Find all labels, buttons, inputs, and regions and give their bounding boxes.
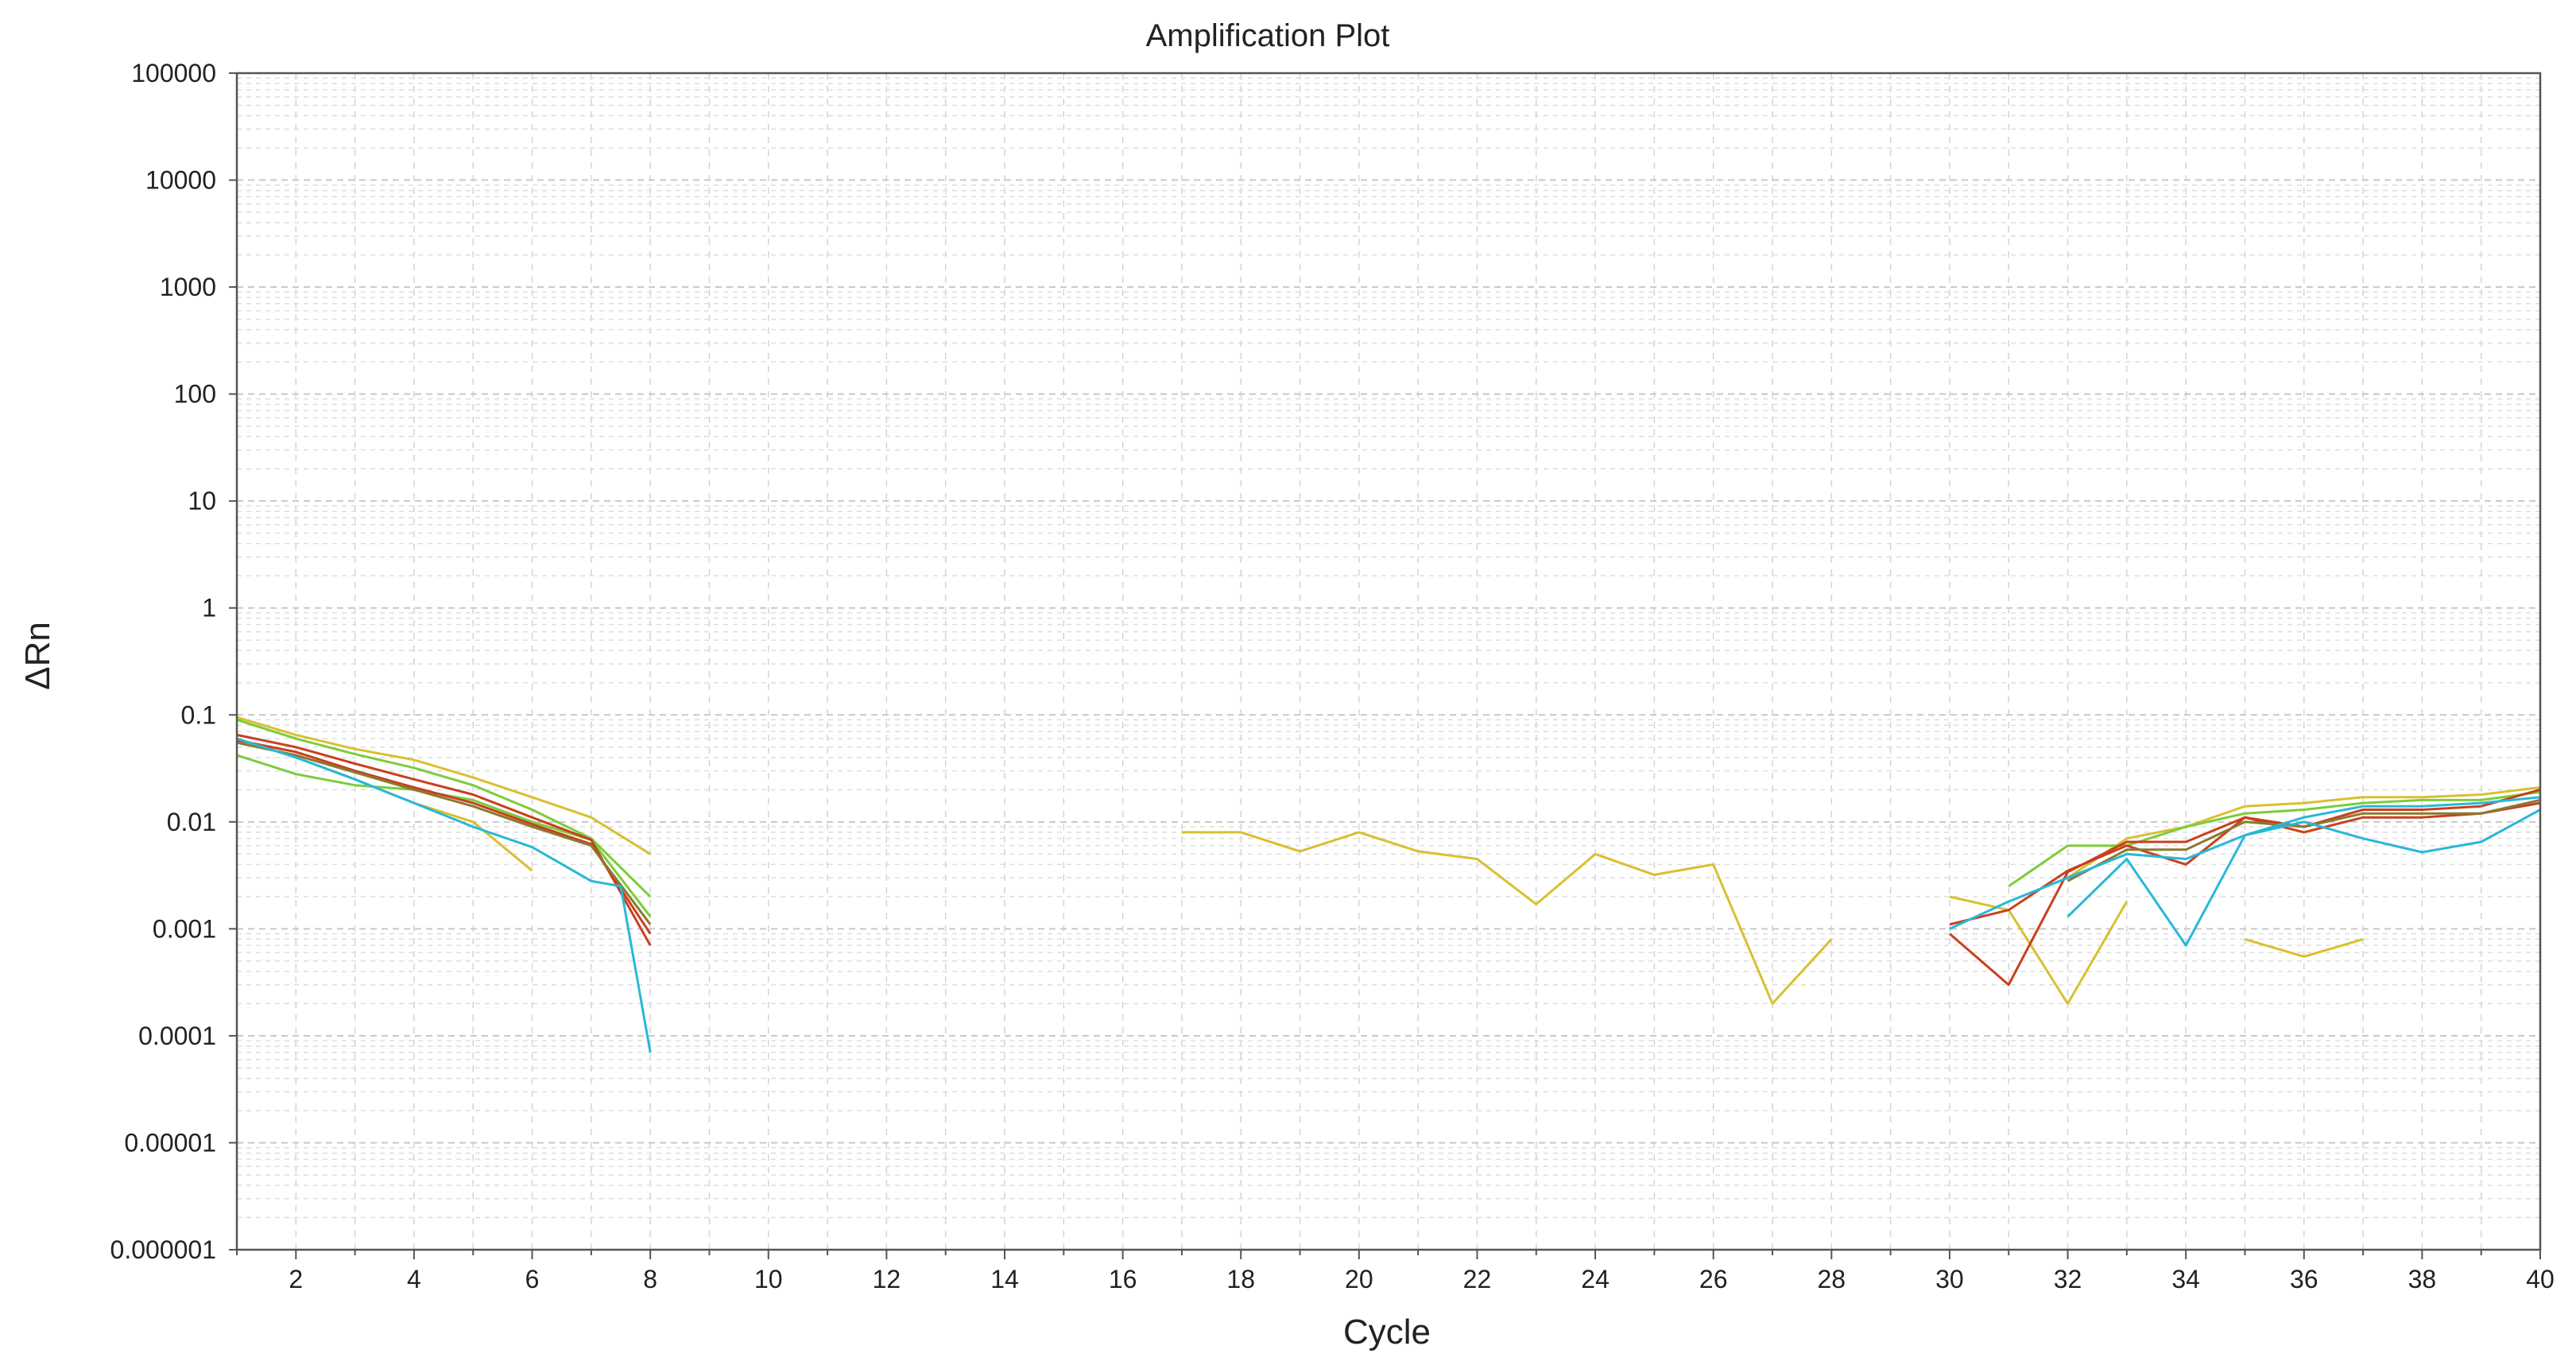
x-tick-label: 12 xyxy=(873,1265,901,1293)
y-tick-label: 0.001 xyxy=(153,914,216,943)
x-tick-label: 4 xyxy=(407,1265,421,1293)
chart-title: Amplification Plot xyxy=(1146,18,1390,53)
x-tick-label: 8 xyxy=(643,1265,657,1293)
y-tick-label: 1000 xyxy=(160,273,216,301)
x-tick-label: 36 xyxy=(2290,1265,2318,1293)
y-axis-ticks: 100000 10000 1000 100 10 1 0.1 0.01 0.001 0.0001 0… xyxy=(110,59,237,1264)
y-tick-label: 10000 xyxy=(145,166,216,195)
x-tick-label: 14 xyxy=(990,1265,1019,1293)
y-tick-label: 100000 xyxy=(131,59,216,87)
x-tick-label: 30 xyxy=(1935,1265,1964,1293)
x-axis-label: Cycle xyxy=(1343,1313,1431,1351)
y-tick-label: 100 xyxy=(174,380,216,409)
series-line xyxy=(1949,895,2129,1005)
x-tick-label: 40 xyxy=(2526,1265,2555,1293)
plot-frame xyxy=(235,72,2542,1251)
series-line xyxy=(236,718,652,898)
x-axis-ticks: 2 4 6 8 10 12 14 16 18 20 22 24 26 28 30 32 34 36 38 40 xyxy=(236,1250,2555,1293)
series-line xyxy=(236,739,652,935)
grid xyxy=(237,73,2540,1251)
y-tick-label: 0.01 xyxy=(167,808,216,836)
x-tick-label: 26 xyxy=(1699,1265,1728,1293)
series-line xyxy=(2067,786,2541,879)
series-layer xyxy=(236,715,2541,1053)
series-line xyxy=(2067,798,2541,882)
y-tick-label: 0.000001 xyxy=(110,1235,216,1264)
x-tick-label: 34 xyxy=(2171,1265,2200,1293)
series-line xyxy=(2245,937,2364,958)
y-axis-label: ΔRn xyxy=(18,622,57,690)
series-line xyxy=(236,741,652,925)
series-line xyxy=(236,715,651,855)
x-tick-label: 22 xyxy=(1463,1265,1492,1293)
y-tick-label: 0.1 xyxy=(181,700,216,729)
y-tick-label: 10 xyxy=(188,487,216,515)
x-tick-label: 6 xyxy=(525,1265,540,1293)
x-tick-label: 24 xyxy=(1581,1265,1610,1293)
series-line xyxy=(1181,831,1833,1005)
x-tick-label: 38 xyxy=(2408,1265,2437,1293)
y-tick-label: 0.00001 xyxy=(124,1128,216,1157)
series-line xyxy=(236,737,652,1053)
y-tick-label: 0.0001 xyxy=(138,1022,216,1050)
x-tick-label: 2 xyxy=(289,1265,303,1293)
x-tick-label: 28 xyxy=(1818,1265,1846,1293)
series-line xyxy=(1949,801,2541,926)
series-line xyxy=(2008,790,2541,888)
series-line xyxy=(2067,809,2541,947)
x-tick-label: 10 xyxy=(754,1265,783,1293)
x-tick-label: 16 xyxy=(1109,1265,1137,1293)
x-tick-label: 18 xyxy=(1226,1265,1255,1293)
y-tick-label: 1 xyxy=(202,594,216,622)
x-tick-label: 20 xyxy=(1345,1265,1373,1293)
series-line xyxy=(236,733,652,946)
x-tick-label: 32 xyxy=(2054,1265,2082,1293)
